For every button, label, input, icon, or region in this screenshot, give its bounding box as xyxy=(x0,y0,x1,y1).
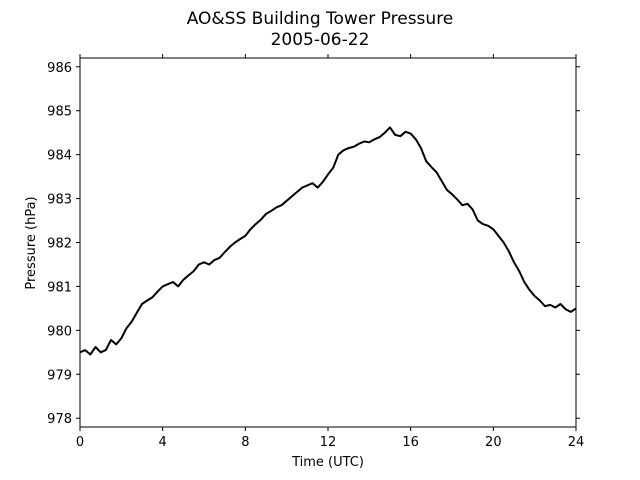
y-tick-label: 980 xyxy=(47,324,72,339)
y-tick-label: 984 xyxy=(47,149,72,164)
x-tick-label: 4 xyxy=(159,435,167,450)
y-axis-label: Pressure (hPa) xyxy=(24,196,39,289)
y-tick-label: 985 xyxy=(47,105,72,120)
axis-ticks: 0 4 8 12 16 20 24 978 979 980 981 982 983 984 985 986 xyxy=(47,54,584,450)
plot-frame xyxy=(79,57,577,428)
x-tick-label: 8 xyxy=(241,435,249,450)
x-axis-label: Time (UTC) xyxy=(291,455,364,470)
x-tick-label: 0 xyxy=(76,435,84,450)
y-tick-label: 979 xyxy=(47,368,72,383)
y-tick-label: 983 xyxy=(47,193,72,208)
x-tick-label: 12 xyxy=(320,435,337,450)
y-tick-label: 982 xyxy=(47,237,72,252)
y-tick-label: 986 xyxy=(47,61,72,76)
chart-subtitle: 2005-06-22 xyxy=(271,30,370,50)
chart-title: AO&SS Building Tower Pressure xyxy=(187,9,454,29)
y-tick-label: 978 xyxy=(47,412,72,427)
x-tick-label: 24 xyxy=(568,435,585,450)
y-tick-label: 981 xyxy=(47,280,72,295)
x-tick-label: 16 xyxy=(402,435,419,450)
series-line xyxy=(79,126,577,356)
x-tick-label: 20 xyxy=(485,435,502,450)
